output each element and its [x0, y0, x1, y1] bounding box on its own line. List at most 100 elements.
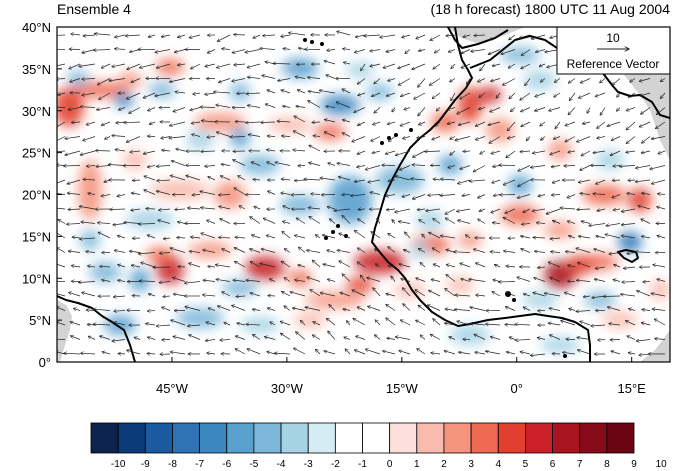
colorbar-label: 2 [441, 459, 447, 470]
wind-vector [386, 294, 396, 297]
wind-vector [156, 63, 171, 68]
wind-vector [567, 194, 576, 198]
wind-vector [219, 206, 231, 210]
wind-vector [161, 137, 171, 139]
field-patch [450, 325, 490, 345]
wind-vector [413, 150, 426, 157]
wind-vector [264, 337, 276, 340]
wind-vector [469, 180, 486, 181]
wind-vector [463, 151, 471, 152]
wind-vector [205, 340, 216, 341]
wind-vector [102, 280, 111, 282]
colorbar-swatch [253, 422, 282, 454]
wind-vector [80, 107, 96, 108]
wind-vector [93, 309, 111, 310]
wind-vector [173, 107, 186, 112]
lat-tick-label: 40°N [22, 20, 51, 35]
wind-vector [296, 332, 306, 340]
wind-vector [263, 218, 276, 224]
wind-vector [373, 121, 381, 125]
wind-vector [567, 221, 576, 224]
wind-vector [489, 34, 501, 40]
wind-vector [189, 34, 201, 38]
wind-vector [580, 321, 591, 326]
wind-vector [518, 165, 531, 172]
colorbar-label: 1 [414, 459, 420, 470]
wind-vector [445, 289, 456, 297]
wind-vector [405, 232, 411, 239]
wind-vector [650, 165, 666, 170]
wind-vector [457, 107, 471, 114]
wind-vector [114, 311, 126, 312]
wind-vector [491, 150, 501, 154]
wind-vector [569, 236, 576, 238]
lon-tick-label: 15°E [618, 381, 647, 396]
wind-vector [551, 252, 561, 253]
wind-vector [653, 265, 666, 268]
wind-vector [162, 307, 171, 311]
wind-vector [418, 248, 426, 253]
wind-vector [440, 179, 456, 180]
wind-vector [108, 165, 126, 166]
wind-vector [58, 93, 66, 95]
wind-vector [447, 122, 456, 124]
wind-vector [458, 220, 471, 224]
wind-vector [569, 92, 576, 101]
wind-vector [428, 195, 441, 196]
colorbar-swatch [307, 422, 336, 454]
wind-vector [492, 292, 501, 297]
wind-vector [114, 322, 126, 326]
wind-vector [621, 294, 636, 297]
wind-vector [656, 107, 666, 115]
wind-vector [568, 107, 576, 115]
wind-vector [403, 137, 411, 139]
wind-vector [157, 180, 171, 181]
wind-vector [148, 35, 156, 37]
wind-vector [232, 49, 246, 53]
field-patch [57, 87, 84, 127]
wind-vector [548, 262, 561, 268]
wind-vector [475, 121, 486, 126]
wind-vector [470, 323, 486, 325]
wind-vector [448, 165, 456, 168]
wind-vector [595, 92, 606, 97]
wind-vector [628, 353, 636, 355]
wind-vector [354, 107, 366, 113]
field-patch [118, 72, 142, 88]
wind-vector [463, 35, 471, 37]
wind-vector [358, 92, 366, 96]
wind-vector [143, 92, 156, 98]
wind-vector [189, 335, 201, 340]
wind-vector [371, 92, 381, 96]
wind-vector [550, 150, 561, 155]
wind-vector [583, 296, 591, 297]
wind-vector [207, 220, 216, 224]
wind-vector [283, 48, 291, 49]
colorbar: -10 -9 -8 -7 -6 -5 -4 -3 -2 -1 0 1 2 3 4 5 6 7 8 9 10 [90, 422, 667, 470]
wind-vector [531, 34, 546, 39]
wind-vector [505, 325, 516, 326]
wind-vector [115, 34, 126, 37]
wind-vector [347, 321, 351, 326]
wind-vector [115, 149, 126, 151]
field-patch [544, 222, 576, 238]
wind-vector [480, 63, 486, 71]
wind-vector [641, 219, 651, 224]
wind-vector [281, 179, 291, 180]
wind-vector [329, 219, 336, 224]
wind-vector [208, 308, 216, 311]
wind-vector [506, 352, 516, 355]
wind-vector [112, 136, 126, 137]
wind-vector [175, 209, 186, 210]
wind-vector [310, 290, 321, 297]
wind-vector [400, 320, 411, 326]
wind-vector [222, 49, 231, 50]
colorbar-swatch [90, 422, 119, 454]
wind-vector [553, 221, 561, 224]
wind-vector [577, 350, 591, 355]
wind-vector [638, 206, 651, 210]
wind-vector [426, 208, 441, 211]
wind-vector [268, 191, 276, 195]
wind-vector [292, 308, 306, 311]
wind-vector [344, 337, 351, 339]
